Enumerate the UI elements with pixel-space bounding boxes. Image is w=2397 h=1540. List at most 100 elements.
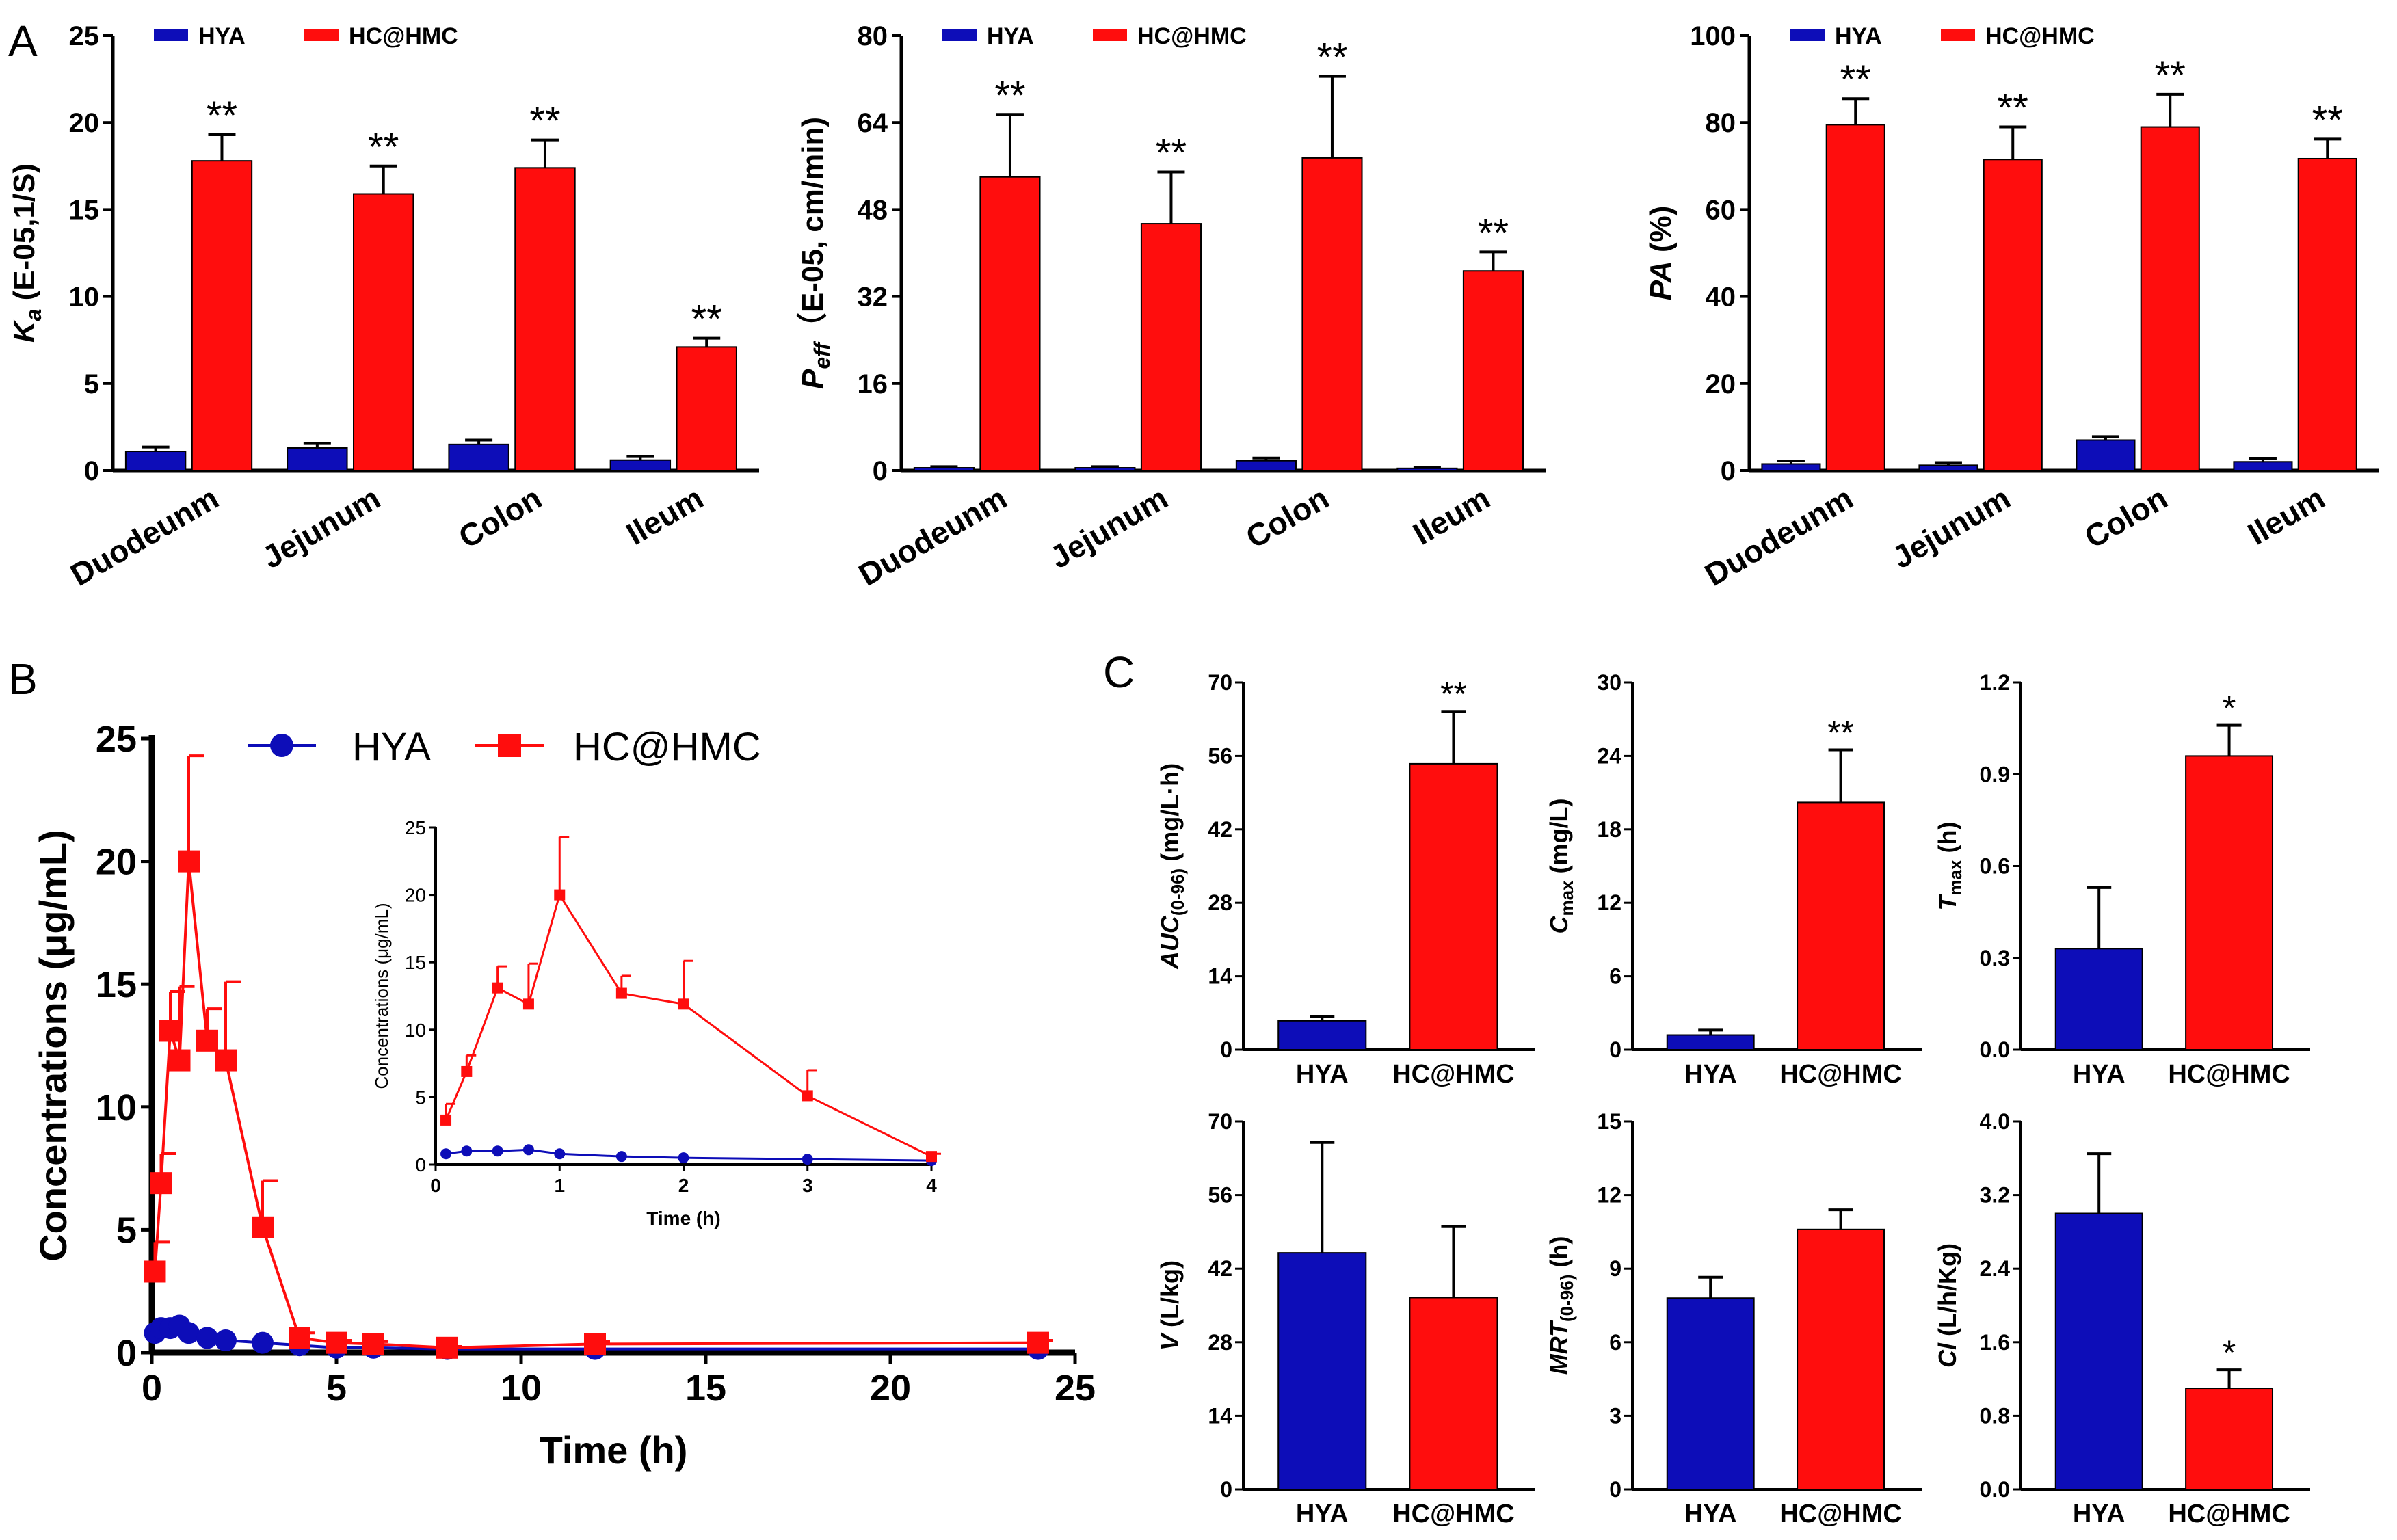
data-point [440,1114,452,1126]
bar-hya [1666,1297,1755,1490]
data-point [522,998,534,1010]
y-tick-label: 10 [96,1087,137,1128]
significance-mark: ** [691,297,722,342]
y-axis-label: AUC(0-96) (mg/L·h) [1156,763,1188,970]
bar-hchmc-duodeunm [1825,124,1885,471]
chart-c5: 0 3 6 9 12 15 MRT(0-96) (h) HYA HC@HMC [1545,1109,1922,1528]
y-axis-label: Cmax (mg/L) [1545,798,1577,933]
y-tick-label: 20 [96,842,137,883]
data-point [678,998,689,1010]
data-point [615,987,627,999]
x-tick-label: 10 [501,1368,542,1409]
legend-label: HC@HMC [1137,23,1247,49]
y-tick-label: 15 [69,195,100,225]
series-line-hchmc [153,861,1039,1349]
legend-label: HYA [1835,23,1882,49]
bar-hya-jejunum [287,447,348,471]
y-label-rest: (L/kg) [1156,1260,1184,1334]
x-tick-label: HC@HMC [2168,1500,2290,1528]
inset-x-tick-label: 1 [554,1175,565,1196]
y-axis-label: MRT(0-96) (h) [1545,1236,1577,1375]
y-tick-label: 80 [858,21,888,51]
bar-hchmc-duodeunm [979,176,1041,471]
bar-hchmc-ileum [1462,270,1524,471]
bar-hya [2054,948,2143,1050]
y-axis-label: Peff（E-05, cm/min) [796,117,834,389]
significance-mark: ** [207,94,237,138]
bar-hya [2054,1212,2143,1490]
y-label-sub: max [1557,880,1577,916]
y-axis-label: Ka (E-05,1/S) [8,163,46,343]
y-tick-label: 25 [96,719,137,760]
data-point [289,1327,310,1349]
bar-hya-jejunum [1918,464,1978,471]
x-tick-label: HYA [2073,1500,2125,1528]
y-tick-label: 1.6 [1980,1330,2010,1355]
y-tick-label: 15 [1597,1109,1621,1134]
y-label-rest: (mg/L) [1545,798,1573,880]
significance-mark: ** [368,125,399,170]
bar-hchmc-jejunum [1983,159,2043,471]
bar-hchmc [1409,762,1498,1050]
chart-c4: 0 14 28 42 56 70 V (L/kg) HYA HC@HMC [1156,1109,1535,1528]
inset-x-tick-label: 4 [926,1175,937,1196]
legend-swatch [942,29,977,41]
x-tick-label: HC@HMC [1392,1500,1514,1528]
data-point [1027,1331,1049,1354]
y-tick-label: 0 [1220,1037,1232,1062]
y-tick-label: 14 [1208,964,1232,989]
y-label-rest: (mg/L·h) [1156,763,1184,868]
bar-hchmc-colon [514,167,576,471]
y-tick-label: 16 [858,369,888,399]
x-tick-label: HC@HMC [1779,1500,1901,1528]
x-tick-label: Duodeunm [853,480,1013,593]
y-tick-label: 25 [69,21,100,51]
series-line-hchmc [445,892,932,1158]
bar-hchmc-ileum [2297,157,2357,471]
bar-hya-ileum [1396,467,1458,472]
data-point [461,1065,473,1077]
inset-chart: 0 5 10 15 20 25 0 1 2 3 4 Time (h) Concentrations (μ… [371,817,941,1229]
bar-hchmc-duodeunm [191,160,253,471]
y-tick-label: 100 [1690,21,1736,51]
legend-swatch [304,29,339,41]
x-tick-label: 15 [685,1368,726,1409]
y-tick-label: 80 [1706,108,1736,138]
y-tick-label: 40 [1706,282,1736,313]
significance-mark: ** [1156,131,1187,176]
y-tick-label: 48 [858,195,888,225]
data-point [178,1322,200,1344]
y-tick-label: 30 [1597,670,1621,695]
bar-hya-duodeunm [1761,463,1821,472]
data-point [362,1333,384,1355]
y-label-rest: (L/h/Kg) [1933,1243,1961,1343]
y-tick-label: 70 [1208,1109,1232,1134]
panel-label-a: A [8,16,38,66]
x-tick-label: 0 [142,1368,162,1409]
y-tick-label: 0 [116,1333,137,1374]
y-axis-label: V (L/kg) [1156,1260,1184,1351]
significance-mark: ** [2312,98,2343,142]
data-point [802,1090,813,1102]
y-tick-label: 32 [858,282,888,313]
legend-label: HC@HMC [1985,23,2095,49]
y-tick-label: 15 [96,964,137,1005]
bar-hya-duodeunm [913,467,975,472]
bar-hya-colon [1235,460,1297,472]
y-tick-label: 6 [1609,964,1621,989]
significance-mark: ** [2155,53,2186,98]
y-label-rest: (h) [1545,1236,1573,1275]
data-point [326,1331,347,1354]
y-label-rest: (%) [1644,206,1678,261]
x-tick-label: Duodeunm [1699,480,1859,593]
y-label-rest: （E-05, cm/min) [796,117,830,343]
chart-c3: 0.0 0.3 0.6 0.9 1.2 Tmax (h) HYA * HC@HMC [1933,670,2310,1089]
data-point [554,889,566,901]
x-tick-label: HYA [1296,1500,1349,1528]
y-tick-label: 42 [1208,817,1232,842]
bar-hya [1666,1034,1755,1051]
y-axis-label: Tmax (h) [1933,821,1965,910]
legend-label: HC@HMC [349,23,458,49]
y-tick-label: 24 [1597,743,1621,768]
